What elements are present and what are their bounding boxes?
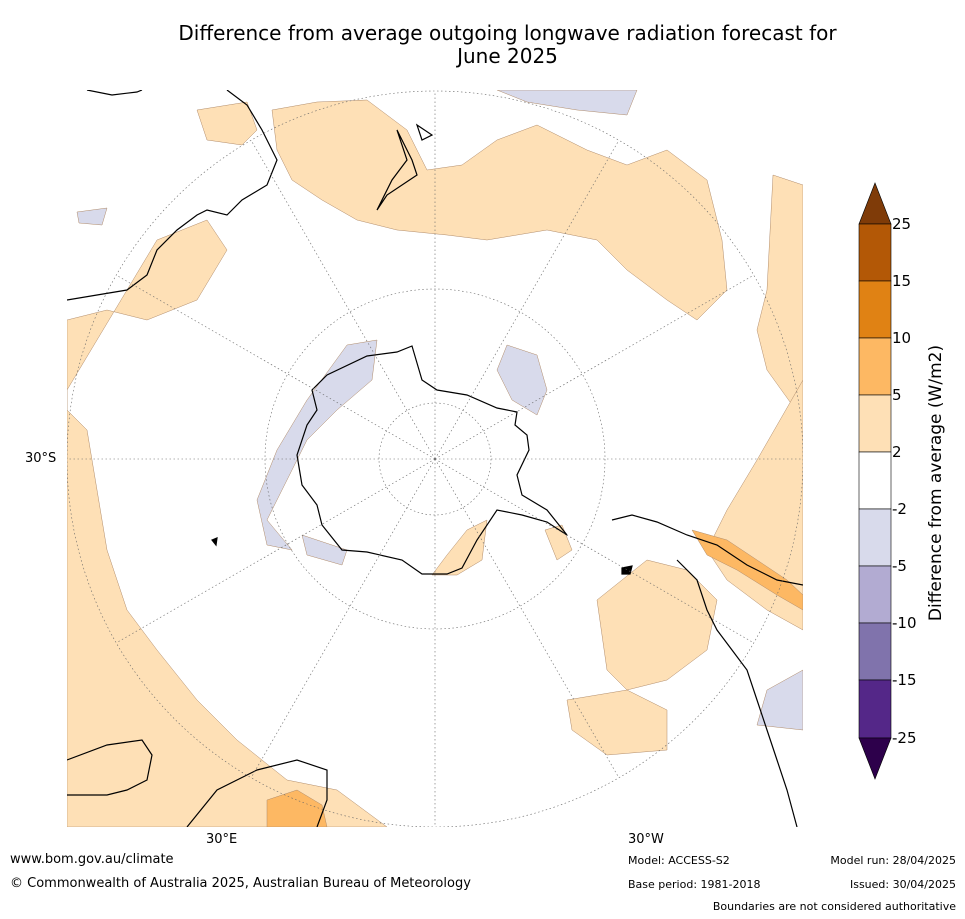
anomaly-region-positive <box>706 379 803 631</box>
colorbar-segment <box>858 679 892 739</box>
colorbar-tick-label: 15 <box>892 272 912 290</box>
meridian-line <box>250 139 436 460</box>
graticule <box>67 90 803 827</box>
anomaly-region-negative <box>256 339 378 551</box>
anomaly-region-negative <box>756 669 803 731</box>
south-america-coastline <box>676 559 798 827</box>
anomaly-region-moderate <box>691 529 803 611</box>
colorbar-tick-label: -15 <box>892 671 917 689</box>
colorbar-tick-label: 5 <box>892 386 902 404</box>
new-zealand-coastline <box>415 123 434 141</box>
anomaly-region-positive <box>67 219 388 827</box>
polar-map <box>67 90 803 827</box>
longitude-label-30w: 30°W <box>628 832 664 847</box>
colorbar-title: Difference from average (W/m2) <box>926 344 946 622</box>
meridian-line <box>115 274 436 460</box>
antarctica-coastline <box>296 345 568 575</box>
anomaly-region-negative <box>301 534 348 566</box>
model-run-date: Model run: 28/04/2025 <box>830 854 956 867</box>
anomaly-region-moderate <box>266 789 328 827</box>
anomaly-region-negative <box>496 90 638 116</box>
latitude-label-30s: 30°S <box>25 451 57 466</box>
colorbar-segment <box>858 280 892 339</box>
colorbar-extend-bottom <box>858 737 892 780</box>
island-outline <box>211 537 218 547</box>
colorbar-tick-label: 25 <box>892 215 912 233</box>
anomaly-region-positive <box>544 524 573 561</box>
south-america-coastline <box>611 514 803 586</box>
anomaly-region-negative <box>76 207 108 226</box>
colorbar-segment <box>858 337 892 396</box>
madagascar-coastline <box>86 90 143 96</box>
colorbar-tick-label: 10 <box>892 329 912 347</box>
anomaly-shading <box>67 90 803 827</box>
anomaly-region-positive <box>566 689 668 756</box>
australia-coastline <box>67 90 278 301</box>
latitude-circle <box>264 288 606 630</box>
anomaly-region-positive <box>271 99 728 321</box>
falkland-islands <box>621 565 633 575</box>
boundaries-disclaimer: Boundaries are not considered authoritat… <box>712 900 956 913</box>
anomaly-region-positive <box>431 519 488 576</box>
meridian-line <box>434 274 755 460</box>
colorbar-tick-label: -2 <box>892 500 907 518</box>
colorbar <box>858 182 892 780</box>
colorbar-tick-label: 2 <box>892 443 902 461</box>
coastlines <box>67 90 803 827</box>
australia-coastline <box>186 759 328 827</box>
title-line-2: June 2025 <box>457 44 558 68</box>
colorbar-segment <box>858 394 892 453</box>
issued-date: Issued: 30/04/2025 <box>849 878 956 891</box>
meridian-line <box>434 458 755 644</box>
colorbar-extend-top <box>858 182 892 225</box>
new-zealand-coastline <box>376 129 418 211</box>
meridian-line <box>115 458 436 644</box>
map-title: Difference from average outgoing longwav… <box>0 22 965 68</box>
copyright-notice: © Commonwealth of Australia 2025, Austra… <box>10 876 471 891</box>
anomaly-region-positive <box>596 559 718 691</box>
colorbar-tick-label: -25 <box>892 729 917 747</box>
colorbar-tick-label: -5 <box>892 557 907 575</box>
meridian-line <box>250 458 436 779</box>
colorbar-segment <box>858 565 892 624</box>
anomaly-region-positive <box>756 174 803 421</box>
colorbar-segment <box>858 508 892 567</box>
anomaly-region-positive <box>196 101 258 146</box>
base-period: Base period: 1981-2018 <box>628 878 761 891</box>
anomaly-region-negative <box>496 344 548 416</box>
meridian-line <box>434 458 620 779</box>
meridian-line <box>434 139 620 460</box>
colorbar-segment <box>858 223 892 282</box>
colorbar-segment <box>858 622 892 681</box>
title-line-1: Difference from average outgoing longwav… <box>178 21 837 45</box>
colorbar-segment <box>858 451 892 510</box>
model-info: Model: ACCESS-S2 <box>628 854 730 867</box>
colorbar-tick-label: -10 <box>892 614 917 632</box>
africa-coastline <box>67 739 153 796</box>
longitude-label-30e: 30°E <box>206 832 238 847</box>
website-link[interactable]: www.bom.gov.au/climate <box>10 852 174 867</box>
